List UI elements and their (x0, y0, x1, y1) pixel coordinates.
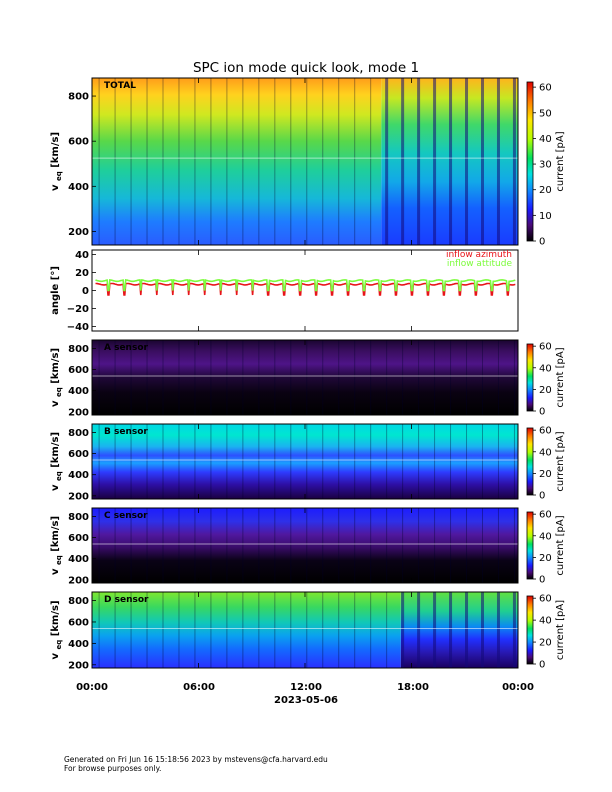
legend-entry: inflow azimuth (446, 250, 512, 260)
ylabel: v eq [km/s] (50, 132, 63, 191)
colorbar-tick-label: 20 (539, 185, 552, 196)
ytick-label: 400 (68, 470, 89, 481)
ytick-label: 600 (68, 449, 89, 460)
ylabel: v eq [km/s] (50, 516, 63, 575)
ylabel: angle [°] (50, 266, 61, 315)
ytick-label: 600 (68, 533, 89, 544)
heatmap-fill-early (92, 592, 401, 668)
colorbar (526, 427, 534, 496)
heatmap-fill (92, 508, 518, 583)
colorbar-tick-label: 0 (539, 491, 545, 502)
chart-title: SPC ion mode quick look, mode 1 (193, 60, 419, 76)
colorbar-tick-label: 50 (539, 108, 552, 119)
ytick-label: −20 (67, 304, 89, 315)
colorbar-tick-label: 40 (539, 134, 552, 145)
ylabel: v eq [km/s] (50, 348, 63, 407)
ytick-label: 600 (68, 617, 89, 628)
xtick-label-1: 06:00 (183, 682, 215, 693)
colorbar-tick-label: 40 (539, 447, 552, 458)
date-label: 2023-05-06 (274, 695, 338, 706)
colorbar-label: current [pA] (555, 131, 566, 191)
ytick-label: 800 (68, 596, 89, 607)
panel-label: C sensor (104, 511, 148, 521)
ytick-label: 400 (68, 639, 89, 650)
ytick-label: 400 (68, 386, 89, 397)
colorbar-tick-label: 20 (539, 469, 552, 480)
ytick-label: 600 (68, 365, 89, 376)
ytick-label: 200 (68, 575, 89, 586)
ytick-label: 200 (68, 660, 89, 671)
colorbar-label: current [pA] (555, 431, 566, 491)
footer-note: For browse purposes only. (64, 764, 162, 773)
xtick-label-4: 00:00 (502, 682, 534, 693)
colorbar-tick-label: 60 (539, 83, 552, 94)
ylabel: v eq [km/s] (50, 600, 63, 659)
colorbar-tick-label: 60 (539, 342, 552, 353)
xtick-label-2: 12:00 (290, 682, 322, 693)
xtick-label-3: 18:00 (397, 682, 429, 693)
colorbar-tick-label: 20 (539, 553, 552, 564)
colorbar (526, 343, 534, 412)
ytick-label: 800 (68, 344, 89, 355)
colorbar-tick-label: 60 (539, 426, 552, 437)
colorbar (526, 595, 534, 665)
colorbar (526, 511, 534, 580)
ytick-label: 400 (68, 182, 89, 193)
colorbar (526, 81, 534, 242)
panel-label: A sensor (104, 343, 149, 353)
heatmap-fill-early (92, 78, 382, 245)
colorbar-tick-label: 40 (539, 363, 552, 374)
ytick-label: 0 (82, 286, 89, 297)
ytick-label: 40 (75, 250, 89, 261)
colorbar-tick-label: 30 (539, 160, 552, 171)
ytick-label: 20 (75, 268, 89, 279)
xtick-label-0: 00:00 (76, 682, 108, 693)
colorbar-tick-label: 0 (539, 660, 545, 671)
panel-b: 200 400 600 800 v eq [km/s] B sensor 0 20 40 60cu… (50, 423, 566, 502)
ytick-label: 800 (68, 428, 89, 439)
colorbar-tick-label: 60 (539, 594, 552, 605)
ytick-label: 200 (68, 407, 89, 418)
ytick-label: 600 (68, 137, 89, 148)
heatmap-fill (92, 340, 518, 415)
time-axis: 00:00 06:00 12:00 18:00 00:00 2023-05-06 (76, 682, 534, 706)
panel-angle: −40 −20 0 20 40 angle [°] inflow azimuthinflow… (50, 249, 519, 333)
colorbar-tick-label: 60 (539, 510, 552, 521)
colorbar-tick-label: 20 (539, 385, 552, 396)
legend-entry: inflow attitude (447, 259, 513, 269)
ylabel: v eq [km/s] (50, 432, 63, 491)
colorbar-tick-label: 20 (539, 638, 552, 649)
colorbar-tick-label: 10 (539, 211, 552, 222)
ytick-label: 800 (68, 512, 89, 523)
panel-c: 200 400 600 800 v eq [km/s] C sensor 0 20 40 60cu… (50, 507, 566, 586)
ytick-label: 200 (68, 491, 89, 502)
colorbar-tick-label: 40 (539, 616, 552, 627)
ytick-label: −40 (67, 322, 89, 333)
colorbar-tick-label: 0 (539, 407, 545, 418)
colorbar-tick-label: 0 (539, 575, 545, 586)
panel-total: 200 400 600 800 v eq [km/s] TOTAL 0 10 20 30 40 50 6… (50, 77, 566, 248)
ytick-label: 200 (68, 227, 89, 238)
colorbar-tick-label: 0 (539, 237, 545, 248)
ytick-label: 800 (68, 92, 89, 103)
ytick-label: 400 (68, 554, 89, 565)
colorbar-label: current [pA] (555, 600, 566, 660)
panel-label: D sensor (104, 595, 149, 605)
panel-label: TOTAL (104, 81, 136, 91)
plot-frame (91, 249, 519, 332)
panel-a: 200 400 600 800 v eq [km/s] A sensor 0 20 40 60cu… (50, 339, 566, 418)
panel-d: 200 400 600 800 v eq [km/s] D sensor 0 20 40 60cu… (50, 591, 566, 671)
panel-label: B sensor (104, 427, 148, 437)
footer-generated: Generated on Fri Jun 16 15:18:56 2023 by… (64, 755, 328, 764)
colorbar-label: current [pA] (555, 515, 566, 575)
angle-series-attitude (95, 278, 516, 292)
colorbar-tick-label: 40 (539, 531, 552, 542)
heatmap-fill (92, 424, 518, 499)
colorbar-label: current [pA] (555, 347, 566, 407)
